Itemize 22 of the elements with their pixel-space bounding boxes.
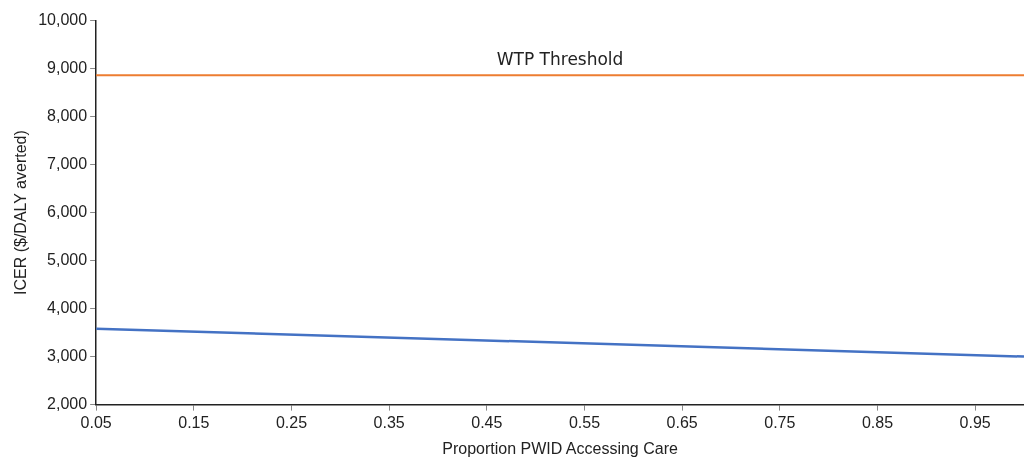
y-axis-title: ICER ($/DALY averted) — [12, 130, 30, 296]
x-axis-title: Proportion PWID Accessing Care — [442, 439, 678, 457]
y-tick-label: 5,000 — [47, 251, 88, 269]
x-tick-label: 0.95 — [959, 413, 991, 431]
x-tick-label: 0.45 — [471, 413, 503, 431]
y-tick-label: 7,000 — [47, 155, 88, 173]
y-tick-label: 4,000 — [47, 299, 88, 317]
x-tick-label: 0.55 — [568, 413, 601, 431]
x-tick-label: 0.25 — [275, 413, 308, 431]
x-tick-label: 0.65 — [666, 413, 698, 431]
y-tick-label: 2,000 — [47, 395, 88, 413]
y-tick-label: 8,000 — [47, 107, 88, 125]
x-tick-label: 0.15 — [178, 413, 210, 431]
x-tick-label: 0.75 — [764, 413, 796, 431]
y-tick-label: 3,000 — [47, 347, 88, 365]
x-tick-label: 0.85 — [861, 413, 894, 431]
y-tick-label: 6,000 — [47, 203, 88, 221]
x-tick-label: 0.05 — [80, 413, 112, 431]
y-tick-label: 10,000 — [38, 11, 88, 29]
x-tick-label: 0.35 — [373, 413, 405, 431]
y-tick-label: 9,000 — [47, 59, 88, 77]
ref-line-label: WTP Threshold — [496, 49, 624, 70]
